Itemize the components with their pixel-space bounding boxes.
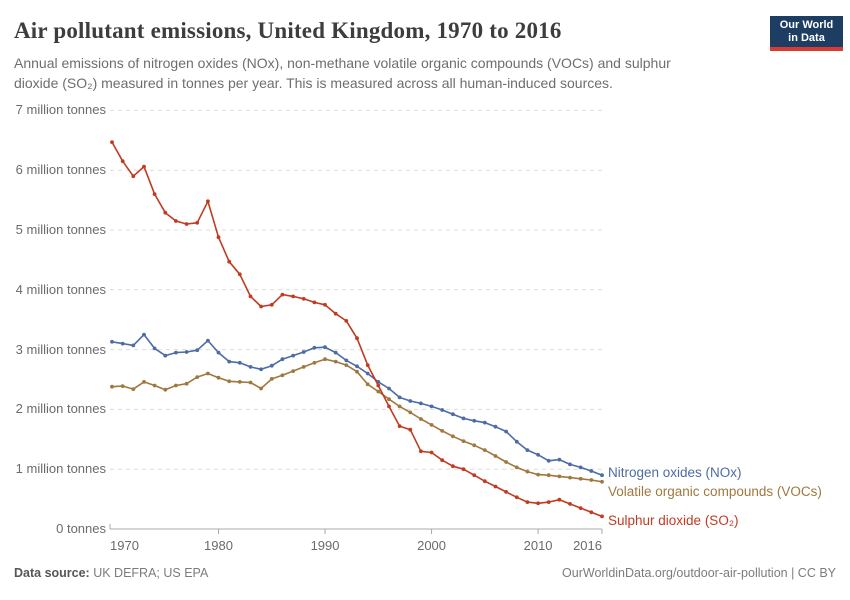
- series-nitrogen-oxides-nox[interactable]: [110, 332, 604, 478]
- data-source-note: Data source: UK DEFRA; US EPA: [14, 566, 208, 580]
- y-axis-label: 1 million tonnes: [15, 461, 106, 477]
- series-volatile-organic-compounds-vocs[interactable]: [110, 357, 604, 484]
- x-axis: [109, 524, 603, 534]
- x-axis-label: 2010: [523, 538, 553, 553]
- y-axis-label: 5 million tonnes: [15, 222, 106, 237]
- y-axis-label: 0 tonnes: [56, 521, 106, 536]
- legend-volatile-organic-compounds[interactable]: Volatile organic compounds (VOCs): [608, 484, 822, 499]
- x-axis-label: 1970: [110, 538, 139, 553]
- x-axis-label: 1990: [310, 538, 340, 553]
- y-axis-label: 2 million tonnes: [15, 401, 106, 417]
- y-axis-label: 3 million tonnes: [15, 341, 106, 357]
- owid-logo-line1: Our World: [779, 18, 834, 31]
- owid-logo[interactable]: Our World in Data: [770, 16, 843, 51]
- x-axis-label: 1980: [204, 538, 233, 553]
- legend-sulphur-dioxide[interactable]: Sulphur dioxide (SO₂): [608, 513, 739, 528]
- data-source-label: Data source:: [14, 566, 90, 580]
- owid-logo-line2: in Data: [788, 31, 825, 44]
- y-axis-label: 7 million tonnes: [15, 102, 106, 118]
- chart-subtitle: Annual emissions of nitrogen oxides (NOx…: [14, 55, 671, 92]
- x-axis-label: 2016: [573, 538, 602, 553]
- data-source-value: UK DEFRA; US EPA: [89, 566, 209, 580]
- page-title: Air pollutant emissions, United Kingdom,…: [14, 18, 562, 43]
- y-axis-label: 6 million tonnes: [15, 162, 106, 178]
- x-axis-label: 2000: [417, 538, 447, 553]
- citation-link[interactable]: OurWorldinData.org/outdoor-air-pollution…: [562, 566, 836, 580]
- legend-nitrogen-oxides[interactable]: Nitrogen oxides (NOx): [608, 465, 742, 480]
- series-sulphur-dioxide-so[interactable]: [110, 140, 604, 519]
- gridlines: [110, 109, 602, 470]
- y-axis-label: 4 million tonnes: [15, 281, 106, 297]
